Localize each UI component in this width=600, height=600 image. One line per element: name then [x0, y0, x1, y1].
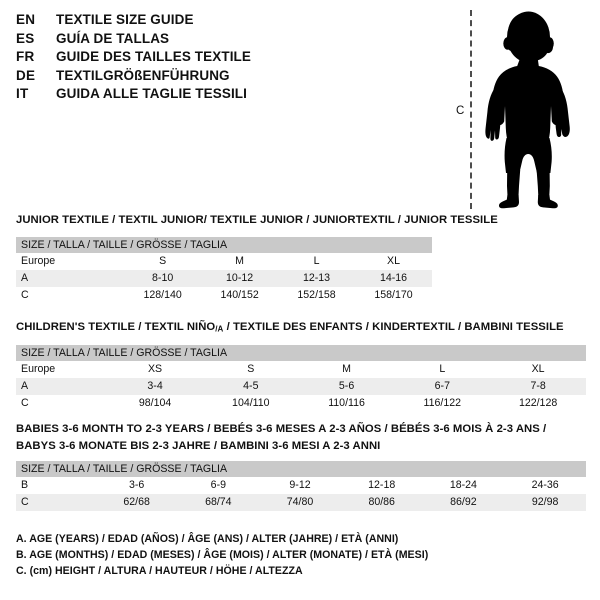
children-band-row: SIZE / TALLA / TAILLE / GRÖSSE / TAGLIA [16, 345, 586, 361]
children-cell: 6-7 [394, 378, 491, 395]
babies-cell: 3-6 [95, 477, 178, 494]
language-row: IT GUIDA ALLE TAGLIE TESSILI [16, 86, 436, 105]
language-code: DE [16, 67, 36, 83]
language-code: IT [16, 86, 29, 102]
babies-section-heading-line1: BABIES 3-6 MONTH TO 2-3 YEARS / BEBÉS 3-… [16, 423, 547, 435]
children-cell: L [394, 361, 491, 378]
children-row-a-label: A [16, 378, 108, 395]
babies-table-body: SIZE / TALLA / TAILLE / GRÖSSE / TAGLIA … [16, 461, 586, 511]
table-row: B 3-6 6-9 9-12 12-18 18-24 24-36 [16, 477, 586, 494]
size-figure: C [448, 6, 594, 211]
junior-band-label: SIZE / TALLA / TAILLE / GRÖSSE / TAGLIA [16, 237, 432, 253]
table-row: A 3-4 4-5 5-6 6-7 7-8 [16, 378, 586, 395]
language-title-block: EN TEXTILE SIZE GUIDE ES GUÍA DE TALLAS FR GU… [16, 12, 436, 105]
legend-item-c: C. (cm) HEIGHT / ALTURA / HAUTEUR / HÖHE… [16, 565, 303, 577]
babies-cell: 9-12 [259, 477, 341, 494]
children-cell: 110/116 [298, 395, 395, 412]
babies-cell: 6-9 [177, 477, 260, 494]
language-code: EN [16, 12, 36, 27]
junior-cell: 12-13 [278, 270, 356, 287]
table-row: Europe XS S M L XL [16, 361, 586, 378]
children-heading-subscript: /A [215, 324, 224, 334]
children-heading-post: / TEXTILE DES ENFANTS / KINDERTEXTIL / B… [223, 321, 564, 333]
junior-cell: 158/170 [355, 287, 432, 304]
table-row: C 98/104 104/110 110/116 116/122 122/128 [16, 395, 586, 412]
junior-cell: S [124, 253, 202, 270]
children-cell: 116/122 [394, 395, 491, 412]
junior-cell: L [278, 253, 356, 270]
babies-cell: 24-36 [504, 477, 586, 494]
babies-cell: 18-24 [422, 477, 505, 494]
language-title: GUÍA DE TALLAS [56, 30, 170, 46]
language-row: EN TEXTILE SIZE GUIDE [16, 12, 436, 31]
children-row-c-label: C [16, 395, 108, 412]
children-cell: 104/110 [202, 395, 299, 412]
junior-cell: XL [355, 253, 432, 270]
legend-item-a: A. AGE (YEARS) / EDAD (AÑOS) / ÂGE (ANS)… [16, 533, 399, 545]
babies-cell: 86/92 [422, 494, 505, 511]
babies-cell: 12-18 [340, 477, 423, 494]
children-cell: XS [107, 361, 203, 378]
toddler-silhouette-icon [485, 11, 570, 209]
measurement-legend: A. AGE (YEARS) / EDAD (AÑOS) / ÂGE (ANS)… [16, 531, 576, 579]
legend-item-b: B. AGE (MONTHS) / EDAD (MESES) / ÂGE (MO… [16, 549, 429, 561]
language-row: ES GUÍA DE TALLAS [16, 31, 436, 50]
table-row: C 128/140 140/152 152/158 158/170 [16, 287, 432, 304]
junior-section-heading: JUNIOR TEXTILE / TEXTIL JUNIOR/ TEXTILE … [16, 214, 498, 226]
babies-cell: 62/68 [95, 494, 178, 511]
babies-cell: 68/74 [177, 494, 260, 511]
table-row: C 62/68 68/74 74/80 80/86 86/92 92/98 [16, 494, 586, 511]
language-row: DE TEXTILGRÖßENFÜHRUNG [16, 68, 436, 87]
children-section-heading: CHILDREN'S TEXTILE / TEXTIL NIÑO/A / TEX… [16, 321, 564, 336]
junior-cell: 8-10 [124, 270, 202, 287]
babies-row-c-label: C [16, 494, 96, 511]
language-title: TEXTILE SIZE GUIDE [56, 12, 194, 27]
measure-label-c: C [456, 105, 465, 117]
children-cell: M [298, 361, 395, 378]
babies-cell: 92/98 [504, 494, 586, 511]
language-title: TEXTILGRÖßENFÜHRUNG [56, 67, 230, 83]
children-cell: 98/104 [107, 395, 203, 412]
language-title: GUIDE DES TAILLES TEXTILE [56, 49, 252, 65]
junior-cell: 128/140 [124, 287, 202, 304]
junior-cell: 10-12 [201, 270, 279, 287]
children-cell: 3-4 [107, 378, 203, 395]
children-size-table: SIZE / TALLA / TAILLE / GRÖSSE / TAGLIA … [16, 345, 586, 412]
junior-band-row: SIZE / TALLA / TAILLE / GRÖSSE / TAGLIA [16, 237, 432, 253]
babies-cell: 80/86 [340, 494, 423, 511]
junior-cell: M [201, 253, 279, 270]
babies-band-label: SIZE / TALLA / TAILLE / GRÖSSE / TAGLIA [16, 461, 586, 477]
children-band-label: SIZE / TALLA / TAILLE / GRÖSSE / TAGLIA [16, 345, 586, 361]
junior-row-europe-label: Europe [16, 253, 125, 270]
language-code: FR [16, 49, 35, 65]
children-heading-pre: CHILDREN'S TEXTILE / TEXTIL NIÑO [16, 321, 216, 333]
table-row: A 8-10 10-12 12-13 14-16 [16, 270, 432, 287]
babies-cell: 74/80 [259, 494, 341, 511]
babies-section-heading-line2: BABYS 3-6 MONATE BIS 2-3 JAHRE / BAMBINI… [16, 440, 381, 452]
junior-table-body: SIZE / TALLA / TAILLE / GRÖSSE / TAGLIA … [16, 237, 432, 304]
children-cell: XL [490, 361, 586, 378]
junior-cell: 152/158 [278, 287, 356, 304]
children-cell: 4-5 [202, 378, 299, 395]
babies-band-row: SIZE / TALLA / TAILLE / GRÖSSE / TAGLIA [16, 461, 586, 477]
language-code: ES [16, 30, 35, 46]
children-cell: 5-6 [298, 378, 395, 395]
junior-row-a-label: A [16, 270, 125, 287]
children-table-body: SIZE / TALLA / TAILLE / GRÖSSE / TAGLIA … [16, 345, 586, 412]
children-row-europe-label: Europe [16, 361, 108, 378]
babies-row-b-label: B [16, 477, 96, 494]
children-cell: S [202, 361, 299, 378]
junior-cell: 140/152 [201, 287, 279, 304]
junior-size-table: SIZE / TALLA / TAILLE / GRÖSSE / TAGLIA … [16, 237, 432, 304]
babies-size-table: SIZE / TALLA / TAILLE / GRÖSSE / TAGLIA … [16, 461, 586, 511]
language-row: FR GUIDE DES TAILLES TEXTILE [16, 49, 436, 68]
junior-row-c-label: C [16, 287, 125, 304]
junior-cell: 14-16 [355, 270, 432, 287]
table-row: Europe S M L XL [16, 253, 432, 270]
children-cell: 7-8 [490, 378, 586, 395]
language-title: GUIDA ALLE TAGLIE TESSILI [56, 86, 247, 102]
children-cell: 122/128 [490, 395, 586, 412]
height-measure-dashed-line [470, 10, 472, 209]
